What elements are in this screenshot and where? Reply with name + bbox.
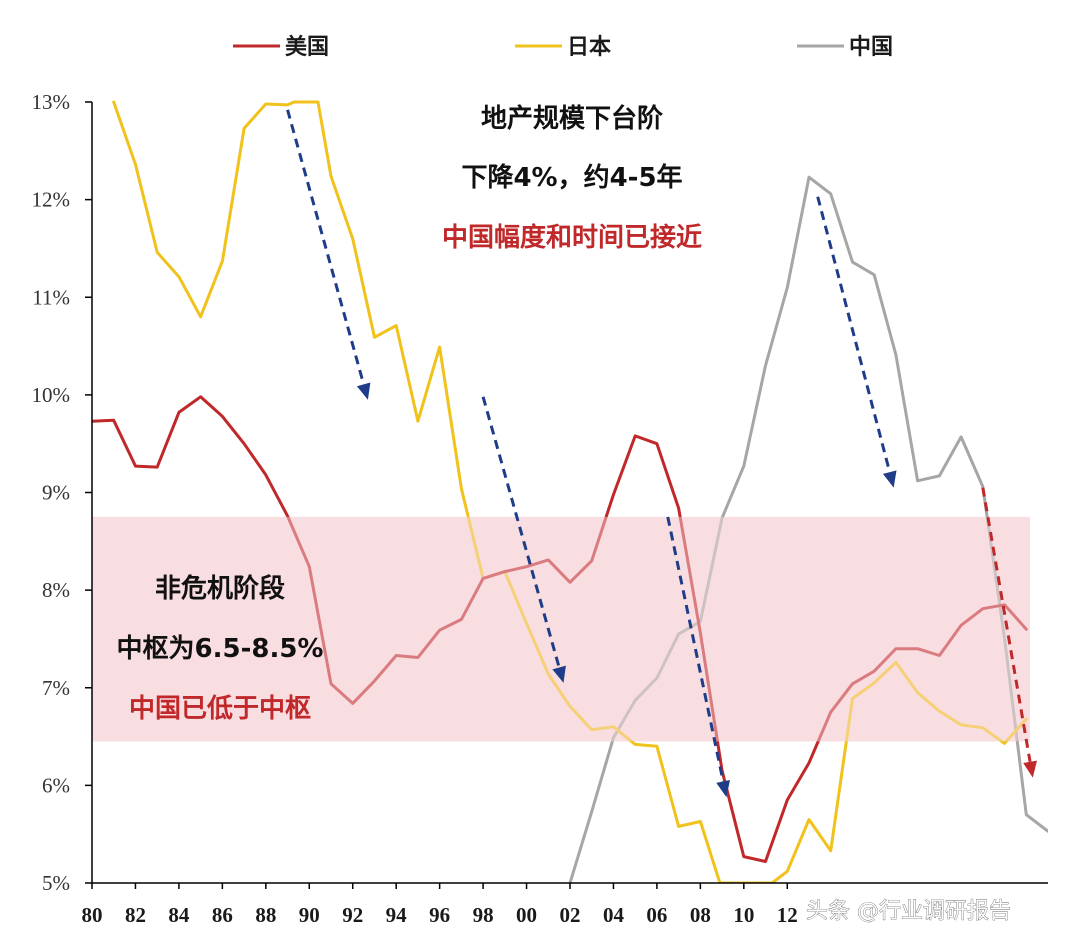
annotation-line: 中国幅度和时间已接近 [442,222,702,253]
x-tick-label: 86 [212,903,233,927]
x-tick-label: 80 [82,903,103,927]
normal-range-band-overlay [92,516,1030,742]
x-tick-label: 82 [125,903,146,927]
trend-arrow [666,516,730,798]
x-tick-label: 90 [299,903,320,927]
trend-arrow [816,196,897,488]
x-tick-label: 02 [560,903,581,927]
y-tick-labels: 5% 6% 7% 8% 9% 10% 11% 12% 13% [32,90,71,895]
x-tick-label: 94 [386,903,408,927]
watermark: 头条 @行业调研报告 [806,899,1011,924]
y-tick-label: 7% [42,676,70,700]
trend-arrows [286,109,1037,798]
y-tick-label: 10% [32,383,71,407]
trend-arrow [481,396,566,683]
y-tick-label: 9% [42,481,70,505]
series-line-japan [112,100,1028,883]
x-tick-label: 88 [255,903,276,927]
y-tick-label: 8% [42,578,70,602]
y-tick-marks [85,101,789,889]
trend-arrow [981,487,1037,778]
x-tick-label: 04 [603,903,625,927]
annotation-scale-decline: 地产规模下台阶 下降4%，约4-5年 中国幅度和时间已接近 [442,103,702,253]
x-tick-label: 00 [516,903,537,927]
legend-label-japan: 日本 [567,35,611,60]
y-tick-label: 12% [32,188,71,212]
y-tick-label: 5% [42,871,70,895]
y-tick-label: 13% [32,90,71,114]
legend-label-usa: 美国 [285,34,329,60]
x-tick-label: 06 [646,903,667,927]
series-line-usa [92,395,1028,863]
annotation-non-crisis: 非危机阶段 中枢为6.5-8.5% 中国已低于中枢 [117,573,324,724]
x-tick-labels: 80 82 84 86 88 90 92 94 96 98 00 02 04 06 08 10 12 [82,903,798,927]
normal-range-band [92,516,1030,742]
x-tick-label: 08 [690,903,711,927]
annotation-line: 地产规模下台阶 [481,103,663,134]
x-tick-label: 10 [733,903,754,927]
x-tick-label: 92 [342,903,363,927]
y-tick-label: 11% [32,285,70,309]
annotation-line: 中国已低于中枢 [129,694,311,724]
series-line-china [568,175,1048,883]
legend: 美国 日本 中国 [233,34,893,60]
y-tick-label: 6% [42,773,70,797]
trend-arrow [286,109,371,400]
x-tick-label: 84 [168,903,190,927]
series-layer [92,100,1048,883]
annotation-line: 下降4%，约4-5年 [461,162,682,193]
annotation-line: 中枢为6.5-8.5% [117,634,324,664]
x-tick-label: 98 [473,903,494,927]
legend-label-china: 中国 [849,35,893,60]
x-tick-label: 96 [429,903,450,927]
x-tick-label: 12 [777,903,798,927]
annotation-line: 非危机阶段 [155,573,285,604]
